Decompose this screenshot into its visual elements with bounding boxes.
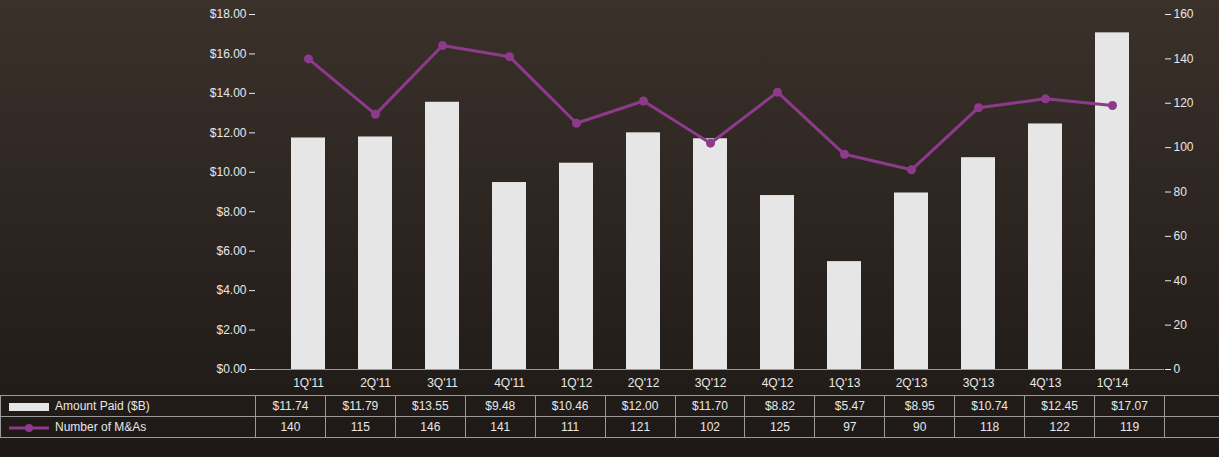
svg-text:1Q'12: 1Q'12 [561, 376, 593, 390]
html-text:122: 122 [1049, 420, 1070, 434]
svg-text:4Q'13: 4Q'13 [1030, 376, 1062, 390]
svg-text:2Q'13: 2Q'13 [896, 376, 928, 390]
svg-text:1Q'14: 1Q'14 [1097, 376, 1129, 390]
svg-text:60: 60 [1174, 229, 1188, 243]
svg-text:4Q'12: 4Q'12 [762, 376, 794, 390]
html-text:$8.95: $8.95 [904, 399, 935, 413]
html-text:140: 140 [280, 420, 301, 434]
svg-text:$14.00: $14.00 [210, 86, 247, 100]
html-text:97: 97 [843, 420, 857, 434]
svg-text:$8.00: $8.00 [216, 205, 246, 219]
html-text:90: 90 [913, 420, 927, 434]
svg-text:2Q'11: 2Q'11 [360, 376, 391, 390]
html-text:$12.45: $12.45 [1041, 399, 1078, 413]
html-text:125: 125 [769, 420, 790, 434]
html-text:$11.79: $11.79 [342, 399, 379, 413]
html-text:119: 119 [1120, 420, 1140, 434]
html-text:146: 146 [420, 420, 441, 434]
html-text:141: 141 [490, 420, 511, 434]
html-text:$10.46: $10.46 [551, 399, 589, 413]
svg-text:$0.00: $0.00 [216, 362, 246, 376]
html-text:102: 102 [700, 420, 720, 434]
svg-text:120: 120 [1174, 96, 1194, 110]
svg-text:1Q'11: 1Q'11 [293, 376, 324, 390]
svg-text:80: 80 [1174, 185, 1188, 199]
svg-text:100: 100 [1174, 140, 1194, 154]
html-text:118: 118 [980, 420, 1000, 434]
svg-text:3Q'11: 3Q'11 [427, 376, 458, 390]
html-text:111: 111 [561, 420, 580, 434]
html-text:$8.82: $8.82 [764, 399, 795, 413]
svg-text:$2.00: $2.00 [216, 323, 246, 337]
html-text:$17.07: $17.07 [1111, 399, 1148, 413]
svg-text:20: 20 [1174, 318, 1188, 332]
svg-text:140: 140 [1174, 52, 1194, 66]
svg-text:$18.00: $18.00 [210, 7, 247, 21]
html-text:$13.55: $13.55 [412, 399, 449, 413]
svg-text:$10.00: $10.00 [210, 165, 247, 179]
html-text:Number of M&As: Number of M&As [55, 420, 147, 434]
svg-text:$16.00: $16.00 [210, 47, 247, 61]
html-text:$11.74: $11.74 [272, 399, 309, 413]
svg-text:1Q'13: 1Q'13 [829, 376, 861, 390]
html-text:$11.70: $11.70 [692, 399, 728, 413]
html-text:$12.00: $12.00 [621, 399, 659, 413]
svg-text:4Q'11: 4Q'11 [494, 376, 525, 390]
svg-text:$4.00: $4.00 [216, 283, 246, 297]
html-text:Amount Paid ($B): Amount Paid ($B) [55, 399, 150, 413]
svg-text:160: 160 [1174, 7, 1194, 21]
html-text:115: 115 [350, 420, 370, 434]
svg-text:2Q'12: 2Q'12 [628, 376, 660, 390]
svg-text:$6.00: $6.00 [216, 244, 246, 258]
html-text:121: 121 [630, 420, 651, 434]
svg-text:3Q'12: 3Q'12 [695, 376, 727, 390]
svg-text:40: 40 [1174, 274, 1188, 288]
html-text:$9.48: $9.48 [485, 399, 516, 413]
svg-text:$12.00: $12.00 [210, 126, 247, 140]
html-text:$5.47: $5.47 [834, 399, 865, 413]
svg-text:3Q'13: 3Q'13 [963, 376, 995, 390]
svg-text:0: 0 [1174, 362, 1181, 376]
html-text:$10.74: $10.74 [971, 399, 1008, 413]
